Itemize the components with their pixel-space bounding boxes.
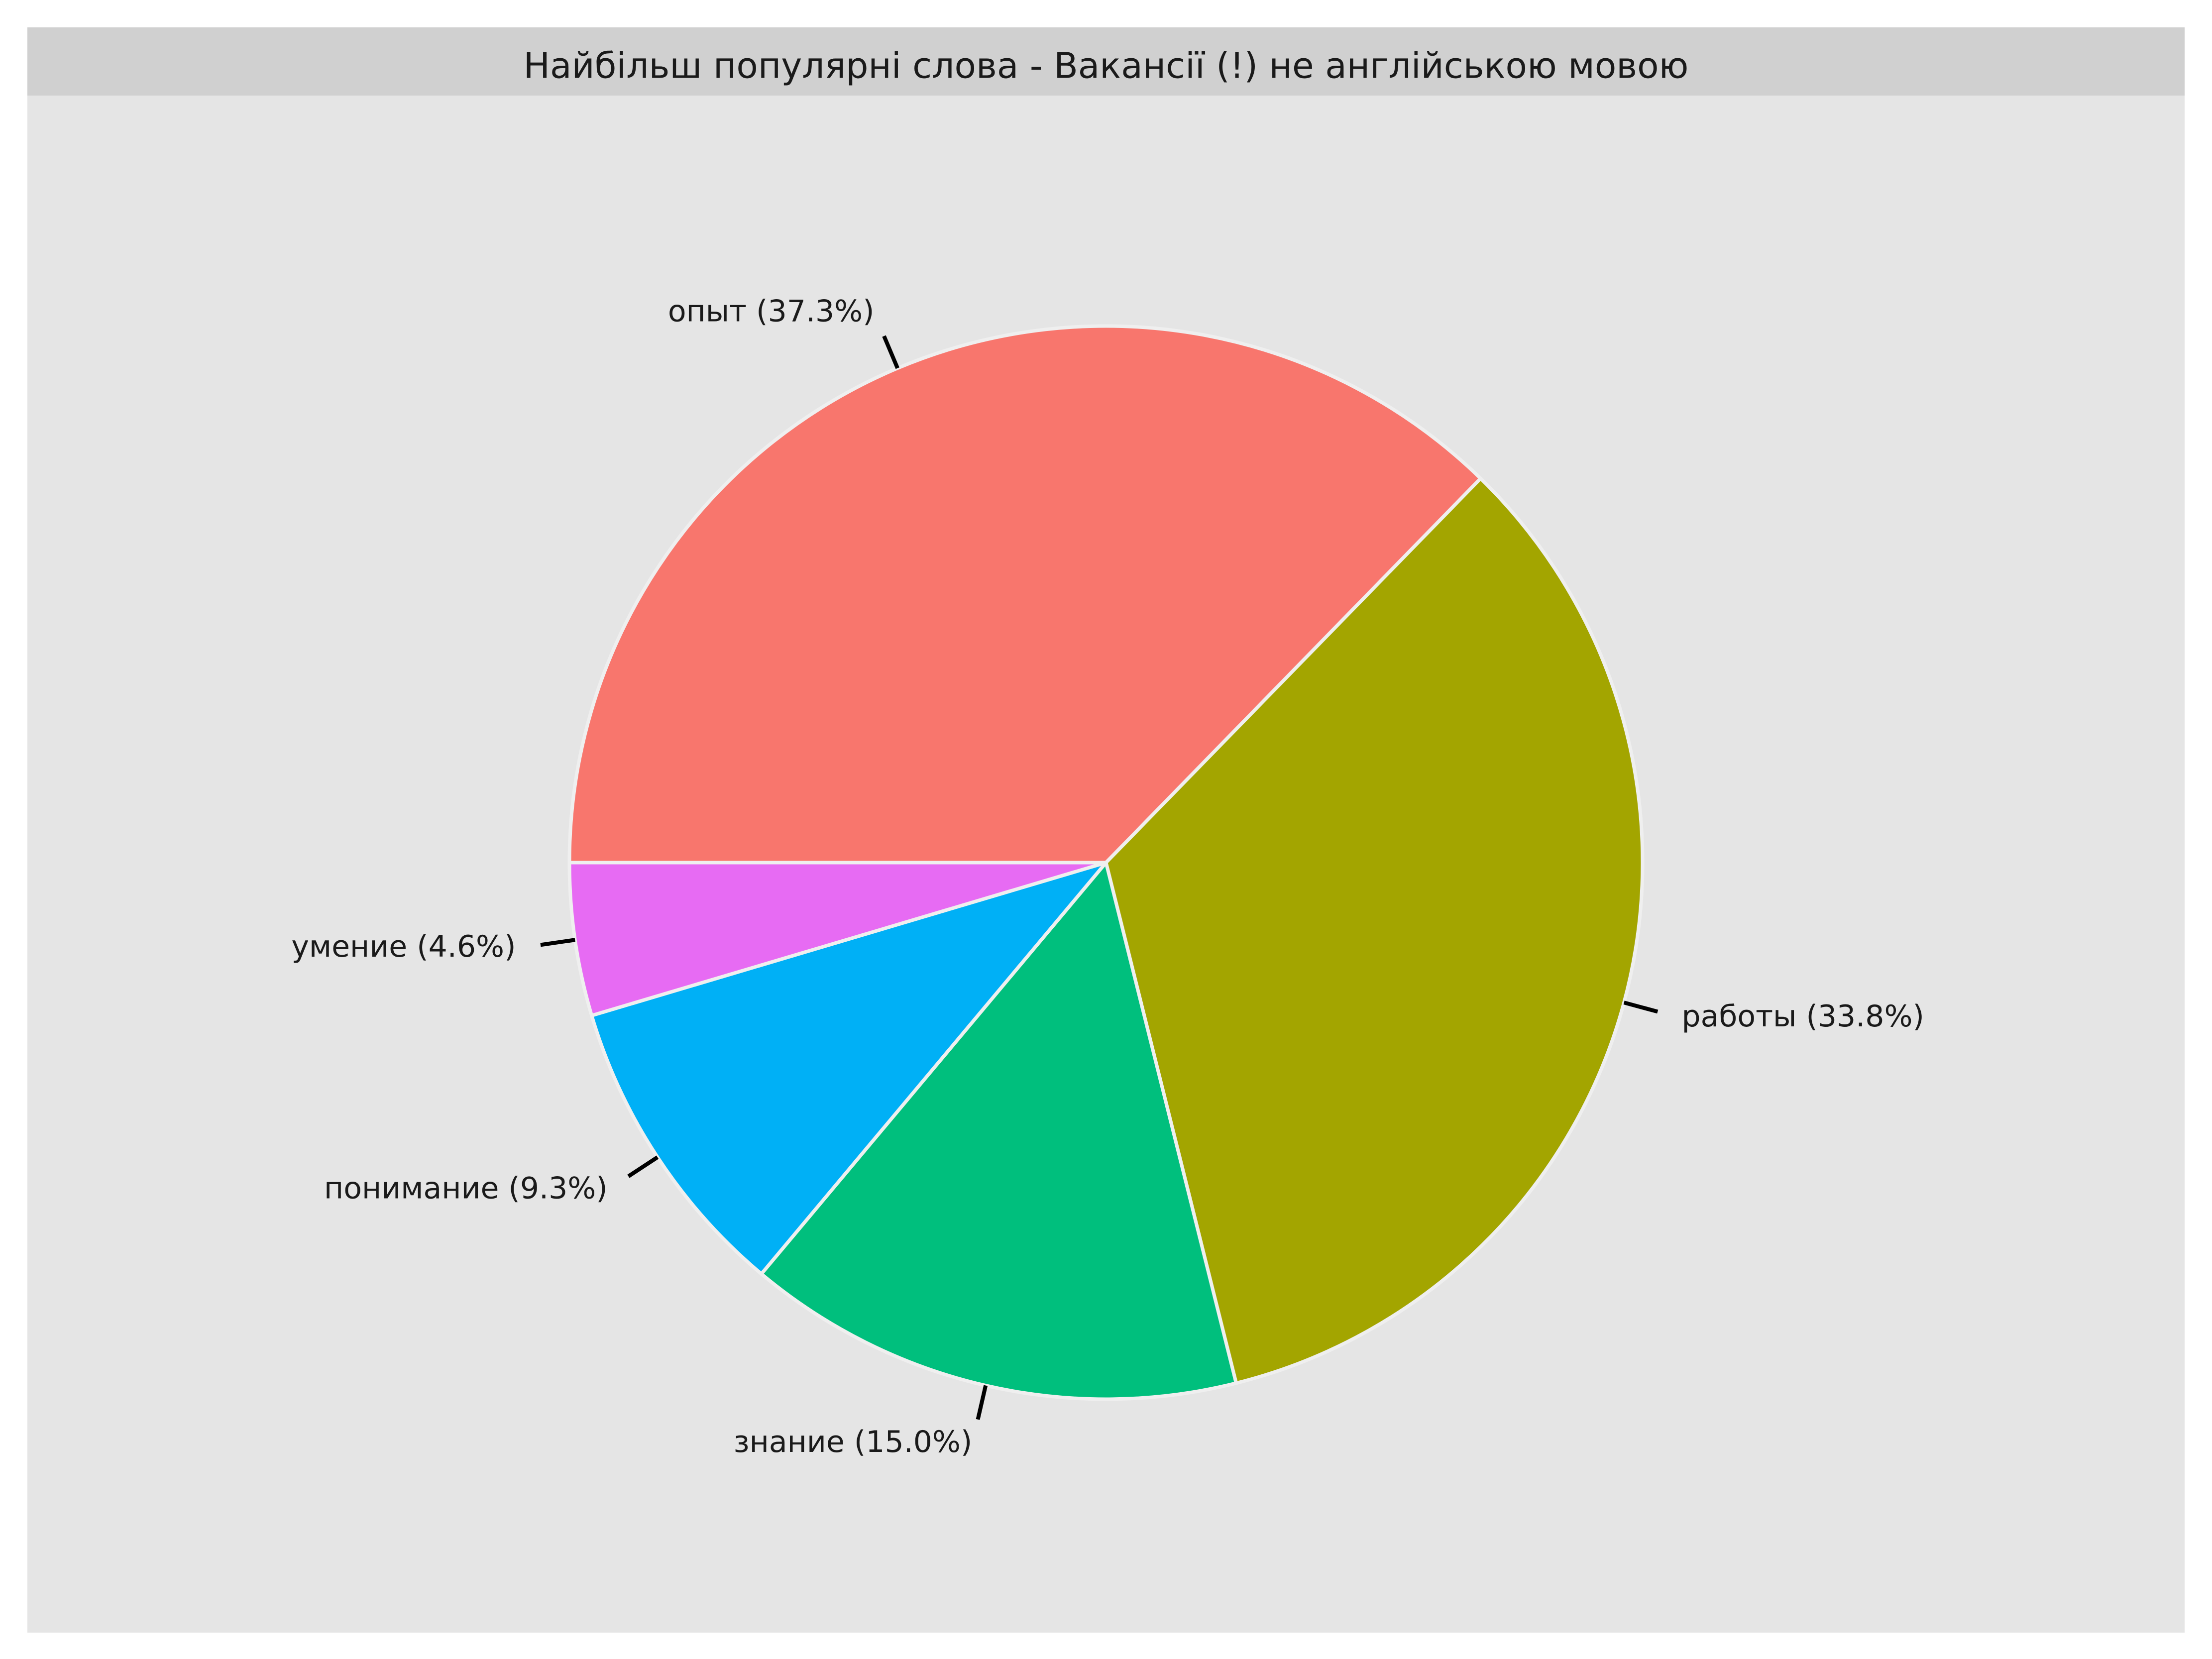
leader-line-1 bbox=[1623, 1000, 1659, 1014]
slice-label-3: понимание (9.3%) bbox=[324, 1171, 608, 1206]
pie-slices bbox=[567, 324, 1645, 1401]
pie-slice-0 bbox=[567, 324, 1483, 865]
slice-label-2: знание (15.0%) bbox=[734, 1425, 973, 1459]
title-strip bbox=[27, 27, 2185, 96]
slice-label-4: умение (4.6%) bbox=[291, 929, 516, 964]
leader-line-2 bbox=[976, 1385, 988, 1420]
slice-label-0: опыт (37.3%) bbox=[668, 294, 875, 329]
slice-label-1: работы (33.8%) bbox=[1682, 999, 1924, 1034]
leader-line-0 bbox=[882, 335, 899, 369]
leader-line-4 bbox=[540, 938, 575, 947]
leader-line-3 bbox=[627, 1155, 659, 1178]
pie-labels: опыт (37.3%) работы (33.8%) знание (15.0%)… bbox=[291, 294, 1924, 1459]
chart-title: Найбільш популярні слова - Вакансії (!) … bbox=[524, 45, 1689, 87]
